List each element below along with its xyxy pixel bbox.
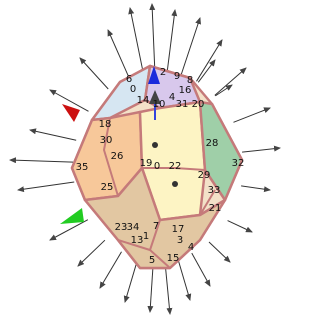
normal-arrow	[233, 108, 270, 122]
vertex-label: 34	[127, 222, 140, 233]
normal-arrow	[196, 40, 222, 81]
page: {"vertex_labels": ["0", "6", "2", "9", "…	[0, 0, 290, 324]
vertex-label: 4	[188, 242, 194, 253]
normal-arrow	[80, 58, 108, 89]
vertex-label: 14	[137, 95, 150, 106]
vertex-label: 5	[149, 255, 155, 266]
vertex-label: 28	[206, 138, 219, 149]
vertex-label: 1	[143, 231, 149, 242]
normal-arrow	[130, 8, 143, 72]
vertex-label: 4	[169, 92, 175, 103]
vertex-label: 9	[174, 71, 180, 82]
vertex-label: 16	[179, 85, 192, 96]
normal-arrow	[198, 60, 215, 82]
vertex-label: 30	[100, 135, 113, 146]
normal-arrow	[78, 240, 105, 266]
normal-arrow	[241, 186, 270, 190]
vertex-label: 22	[169, 161, 182, 172]
vertex-label: 25	[101, 182, 114, 193]
normal-arrow	[181, 18, 200, 75]
vertex-label: 19	[140, 158, 153, 169]
normal-arrow	[167, 10, 175, 72]
normal-arrow	[242, 148, 280, 152]
normal-arrow	[152, 4, 155, 71]
normal-arrow	[108, 30, 129, 77]
normal-arrow	[228, 221, 252, 232]
vertex-label: 15	[167, 253, 180, 264]
normal-arrow	[209, 242, 230, 262]
center-point	[172, 181, 178, 187]
vertex-label: 7	[153, 221, 159, 232]
vertex-label: 0	[130, 84, 136, 95]
vertex-label: 6	[126, 74, 132, 85]
normal-arrow	[18, 182, 74, 190]
vertex-label: 29	[198, 170, 211, 181]
normal-arrow	[215, 68, 246, 95]
vertex-label: 32	[232, 158, 245, 169]
vertex-label: 23	[115, 222, 128, 233]
center-point	[152, 142, 158, 148]
red-cone	[62, 104, 80, 122]
vertex-label: 17	[172, 224, 185, 235]
vertex-label: 2	[160, 67, 166, 78]
normal-arrow	[192, 253, 210, 286]
vertex-label: 33	[208, 185, 221, 196]
vertex-label: 10	[153, 99, 166, 110]
vertex-label: 35	[76, 162, 89, 173]
normal-arrow	[30, 130, 76, 140]
normal-arrow	[178, 258, 190, 300]
normal-arrow	[100, 252, 122, 288]
vertex-label: 26	[111, 151, 124, 162]
vertex-label: 21	[209, 203, 222, 214]
vertex-label: 18	[99, 119, 112, 130]
vertex-label: 20	[192, 99, 205, 110]
normal-arrow	[215, 85, 232, 96]
vertex-label: 0	[154, 161, 160, 172]
vertex-label: 13	[131, 235, 144, 246]
vertex-label: 3	[177, 235, 183, 246]
green-cone	[60, 208, 84, 224]
normal-arrow	[10, 160, 73, 162]
vertex-label: 31	[176, 99, 189, 110]
